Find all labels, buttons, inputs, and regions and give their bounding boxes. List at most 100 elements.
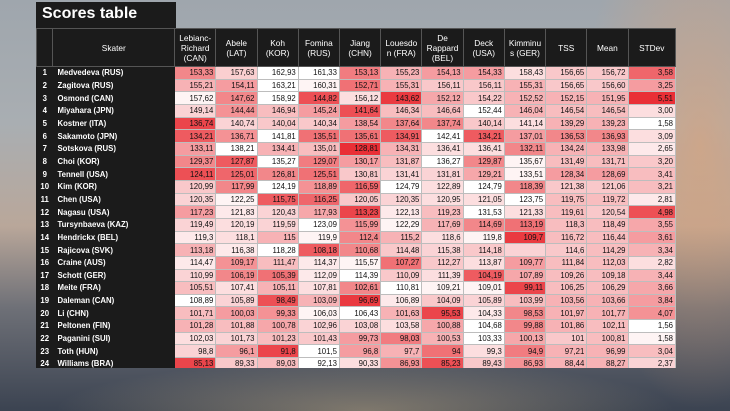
score-cell: 110,09 (380, 268, 423, 283)
score-cell: 130,81 (338, 167, 382, 181)
score-cell: 117,69 (421, 217, 464, 232)
score-cell: 3,20 (627, 154, 676, 169)
score-cell: 3,04 (627, 344, 676, 359)
score-cell: 104,68 (462, 319, 505, 333)
score-cell: 121,38 (545, 179, 588, 194)
score-cell: 112,4 (338, 230, 382, 245)
score-cell: 102,11 (586, 319, 629, 333)
score-cell: 103,33 (462, 331, 505, 346)
score-cell: 96,1 (215, 344, 258, 359)
table-row: 23 Toth (HUN) 98,8 96,1 91,8 101,5 96,8 97,7 94 9… (36, 344, 676, 359)
score-cell: 3,58 (627, 66, 676, 80)
skater-cell: Tennell (USA) (52, 167, 176, 181)
score-cell: 3,09 (627, 129, 676, 143)
score-cell: 110,99 (174, 268, 217, 283)
score-cell: 111,39 (421, 268, 464, 283)
score-cell: 135,61 (338, 129, 382, 143)
score-cell: 124,19 (256, 179, 299, 194)
score-cell: 125,01 (215, 167, 258, 181)
score-cell: 131,49 (545, 154, 588, 169)
skater-cell: Toth (HUN) (52, 344, 176, 359)
score-cell: 113,18 (174, 243, 217, 257)
score-cell: 122,13 (380, 205, 423, 219)
score-cell: 156,72 (586, 66, 629, 80)
score-cell: 119,8 (462, 230, 505, 245)
rank-cell: 24 (36, 357, 54, 368)
skater-cell: Li (CHN) (52, 306, 176, 321)
score-cell: 128,81 (338, 141, 382, 156)
score-cell: 134,91 (380, 129, 423, 143)
skater-cell: Choi (KOR) (52, 154, 176, 169)
score-cell: 144,82 (297, 91, 340, 105)
score-cell: 157,62 (174, 91, 217, 105)
score-cell: 131,87 (380, 154, 423, 169)
rank-cell: 2 (36, 78, 54, 93)
score-cell: 138,21 (215, 141, 258, 156)
table-row: 17 Schott (GER) 110,99 106,19 105,39 112,09 11… (36, 268, 676, 283)
score-cell: 119,3 (174, 230, 217, 245)
column-header: Lebianc-Richard (CAN) (174, 28, 217, 67)
score-cell: 1,56 (627, 319, 676, 333)
score-cell: 117,93 (297, 205, 340, 219)
score-cell: 146,34 (380, 103, 423, 118)
score-cell: 146,04 (503, 103, 547, 118)
score-cell: 117,23 (174, 205, 217, 219)
score-cell: 136,41 (421, 141, 464, 156)
scores-table-wrap: Skater Lebianc-Richard (CAN) Abele (LAT) Ko… (36, 28, 676, 368)
table-row: 2 Zagitova (RUS) 155,21 154,11 163,21 160,31 1… (36, 78, 676, 93)
score-cell: 144,44 (215, 103, 258, 118)
score-cell: 104,19 (462, 268, 505, 283)
score-cell: 114,18 (462, 243, 505, 257)
score-cell: 2,82 (627, 255, 676, 270)
score-cell: 136,93 (586, 129, 629, 143)
score-cell: 118,39 (503, 179, 547, 194)
score-cell: 154,22 (462, 91, 505, 105)
table-row: 5 Kostner (ITA) 136,74 140,74 140,04 140,34 13… (36, 116, 676, 131)
score-cell: 118,1 (215, 230, 258, 245)
score-cell: 136,53 (545, 129, 588, 143)
score-cell: 99,3 (462, 344, 505, 359)
score-cell: 99,11 (503, 281, 547, 295)
score-cell: 105,39 (256, 268, 299, 283)
score-cell: 156,11 (421, 78, 464, 93)
score-cell: 116,44 (586, 230, 629, 245)
score-cell: 2,65 (627, 141, 676, 156)
score-cell: 118,6 (421, 230, 464, 245)
score-cell: 110,81 (380, 281, 423, 295)
table-row: 22 Paganini (SUI) 102,03 101,73 101,23 101,43… (36, 331, 676, 346)
score-cell: 101,86 (545, 319, 588, 333)
score-cell: 114,29 (586, 243, 629, 257)
score-cell: 118,49 (586, 217, 629, 232)
rank-cell: 16 (36, 255, 54, 270)
score-cell: 109,17 (215, 255, 258, 270)
score-cell: 102,03 (174, 331, 217, 346)
score-cell: 140,74 (215, 116, 258, 131)
score-cell: 102,96 (297, 319, 340, 333)
score-cell: 102,61 (338, 281, 382, 295)
table-row: 4 Miyahara (JPN) 149,14 144,44 146,94 145,24 1… (36, 103, 676, 118)
score-cell: 141,81 (256, 129, 299, 143)
skater-cell: Rajicova (SVK) (52, 243, 176, 257)
score-cell: 113,23 (338, 205, 382, 219)
score-cell: 135,67 (503, 154, 547, 169)
score-cell: 106,03 (297, 306, 340, 321)
score-cell: 99,33 (256, 306, 299, 321)
score-cell: 137,74 (421, 116, 464, 131)
score-cell: 101 (545, 331, 588, 346)
score-cell: 108,18 (297, 243, 340, 257)
score-cell: 142,41 (421, 129, 464, 143)
score-cell: 160,31 (297, 78, 340, 93)
score-cell: 161,33 (297, 66, 340, 80)
score-cell: 107,27 (380, 255, 423, 270)
score-cell: 121,05 (462, 192, 505, 207)
score-cell: 114,37 (297, 255, 340, 270)
score-cell: 119,72 (586, 192, 629, 207)
score-cell: 114,39 (338, 268, 382, 283)
table-row: 21 Peltonen (FIN) 101,28 101,88 100,78 102,96… (36, 319, 676, 333)
skater-cell: Medvedeva (RUS) (52, 66, 176, 80)
score-cell: 152,71 (338, 78, 382, 93)
score-cell: 133,98 (586, 141, 629, 156)
score-cell: 152,15 (545, 91, 588, 105)
score-cell: 134,21 (462, 129, 505, 143)
header-row: Skater Lebianc-Richard (CAN) Abele (LAT) Ko… (36, 28, 676, 67)
